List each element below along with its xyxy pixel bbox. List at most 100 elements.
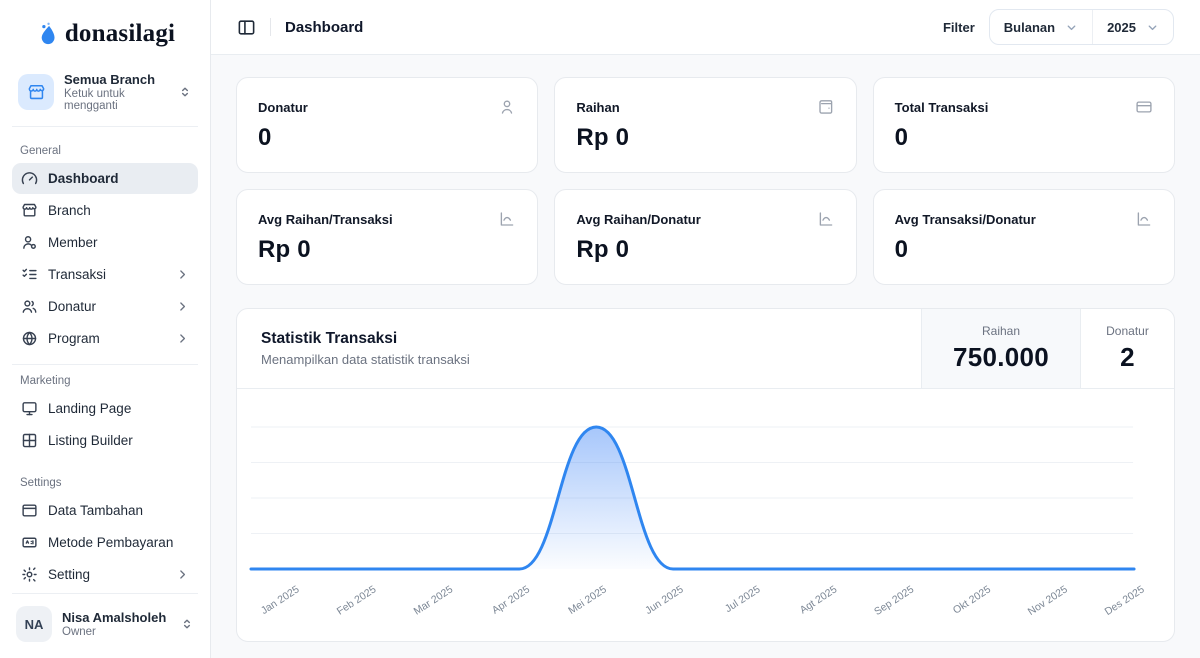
dashboard-content: Donatur 0 Raihan <box>211 55 1200 658</box>
stat-card-total-transaksi: Total Transaksi 0 <box>872 77 1175 173</box>
wallet-icon <box>817 98 835 116</box>
sidebar-item-label: Dashboard <box>48 171 119 186</box>
sidebar-item-landing-page[interactable]: Landing Page <box>12 393 198 424</box>
filter-label: Filter <box>942 19 975 35</box>
list-checks-icon <box>21 266 38 283</box>
store-icon <box>21 202 38 219</box>
nav-divider <box>12 364 198 365</box>
app-window-icon <box>21 502 38 519</box>
x-axis-tick-label: Jul 2025 <box>723 584 762 615</box>
sidebar-toggle-button[interactable] <box>237 18 256 37</box>
sidebar-item-data-tambahan[interactable]: Data Tambahan <box>12 495 198 526</box>
users-icon <box>21 298 38 315</box>
sidebar-item-label: Member <box>48 235 98 250</box>
brand-logo[interactable]: donasilagi <box>0 0 210 62</box>
chart-line-icon <box>1135 210 1153 228</box>
chevrons-up-down-icon <box>180 617 194 631</box>
topbar: Dashboard Filter Bulanan 2025 <box>211 0 1200 55</box>
gauge-icon <box>21 170 38 187</box>
package-icon <box>21 330 38 347</box>
area-chart: Jan 2025 Feb 2025 Mar 2025 Apr 2025 Mei 2025… <box>237 389 1174 641</box>
topbar-divider <box>270 18 271 36</box>
year-select[interactable]: 2025 <box>1092 10 1173 44</box>
x-axis-tick-label: Okt 2025 <box>951 584 993 616</box>
member-user-icon <box>21 234 38 251</box>
tab-donatur[interactable]: Donatur 2 <box>1080 309 1174 388</box>
tab-value: 750.000 <box>952 342 1050 372</box>
stat-card-avg-transaksi-donatur: Avg Transaksi/Donatur 0 <box>872 189 1175 285</box>
tab-raihan[interactable]: Raihan 750.000 <box>921 309 1080 388</box>
stats-grid: Donatur 0 Raihan <box>236 77 1175 285</box>
x-axis-tick-label: Apr 2025 <box>490 584 532 616</box>
x-axis-tick-label: Jun 2025 <box>644 584 686 617</box>
user-name: Nisa Amalsholeh <box>62 610 167 625</box>
statistics-subtitle: Menampilkan data statistik transaksi <box>261 352 470 367</box>
user-menu[interactable]: NA Nisa Amalsholeh Owner <box>12 593 198 658</box>
avatar: NA <box>16 606 52 642</box>
x-axis-tick-label: Des 2025 <box>1103 584 1147 618</box>
area-chart-svg: Jan 2025 Feb 2025 Mar 2025 Apr 2025 Mei 2025… <box>249 425 1147 618</box>
branch-subtitle: Ketuk untuk mengganti <box>64 88 125 112</box>
stat-value: Rp 0 <box>258 236 311 263</box>
brand-name: donasilagi <box>64 20 176 47</box>
page-title: Dashboard <box>285 18 364 36</box>
branch-title: Semua Branch <box>64 72 156 87</box>
credit-card-icon <box>1135 98 1153 116</box>
statistics-card: Statistik Transaksi Menampilkan data sta… <box>236 308 1175 642</box>
stat-card-avg-raihan-donatur: Avg Raihan/Donatur Rp 0 <box>554 189 857 285</box>
year-value: 2025 <box>1107 19 1136 35</box>
droplet-logo-icon <box>35 21 61 47</box>
stat-label: Avg Raihan/Transaksi <box>258 211 393 227</box>
nav-section-marketing: Marketing <box>20 375 71 387</box>
sidebar-item-metode-pembayaran[interactable]: Metode Pembayaran <box>12 527 198 558</box>
stat-card-avg-raihan-transaksi: Avg Raihan/Transaksi Rp 0 <box>236 189 539 285</box>
stat-value: Rp 0 <box>576 236 630 263</box>
nav-divider <box>12 466 198 467</box>
filter-select-group: Bulanan 2025 <box>988 9 1174 45</box>
tab-value: 2 <box>1120 342 1135 372</box>
sidebar-item-label: Metode Pembayaran <box>48 535 174 550</box>
sidebar-item-program[interactable]: Program <box>12 323 198 354</box>
sidebar-item-label: Setting <box>48 567 91 582</box>
nav-section-general: General <box>20 145 61 157</box>
sidebar-item-branch[interactable]: Branch <box>12 195 198 226</box>
user-icon <box>498 98 516 116</box>
sidebar-item-setting[interactable]: Setting <box>12 559 198 590</box>
nav-section-settings: Settings <box>20 477 62 489</box>
sidebar-nav: General Dashboard Branch <box>0 127 210 593</box>
period-value: Bulanan <box>1003 19 1056 35</box>
sidebar-item-donatur[interactable]: Donatur <box>12 291 198 322</box>
x-axis-tick-label: Mar 2025 <box>412 584 455 617</box>
sidebar-item-label: Program <box>48 331 100 346</box>
monitor-icon <box>21 400 38 417</box>
sidebar-item-label: Donatur <box>48 299 97 314</box>
sidebar-item-dashboard[interactable]: Dashboard <box>12 163 198 194</box>
tab-label: Raihan <box>981 324 1021 338</box>
store-badge-icon <box>18 74 54 110</box>
stat-label: Total Transaksi <box>894 99 989 115</box>
stat-label: Avg Raihan/Donatur <box>576 211 701 227</box>
x-axis-tick-label: Sep 2025 <box>873 584 917 618</box>
statistics-header: Statistik Transaksi Menampilkan data sta… <box>237 309 1174 389</box>
branch-switcher[interactable]: Semua Branch Ketuk untuk mengganti <box>12 64 198 127</box>
sidebar-item-listing-builder[interactable]: Listing Builder <box>12 425 198 456</box>
chevron-right-icon <box>176 300 189 313</box>
x-axis-tick-label: Jan 2025 <box>259 584 301 617</box>
x-axis-tick-label: Nov 2025 <box>1026 584 1070 618</box>
user-role: Owner <box>62 626 96 638</box>
sidebar-item-label: Listing Builder <box>48 433 133 448</box>
stat-value: 0 <box>258 124 272 151</box>
stat-card-raihan: Raihan Rp 0 <box>554 77 857 173</box>
chevrons-up-down-icon <box>178 85 192 99</box>
x-axis-tick-label: Agt 2025 <box>798 584 839 616</box>
sidebar-item-label: Landing Page <box>48 401 132 416</box>
sidebar-item-transaksi[interactable]: Transaksi <box>12 259 198 290</box>
sidebar-item-member[interactable]: Member <box>12 227 198 258</box>
period-select[interactable]: Bulanan <box>990 10 1092 44</box>
statistics-title: Statistik Transaksi <box>261 330 398 347</box>
sidebar-item-label: Transaksi <box>48 267 107 282</box>
x-axis-tick-label: Mei 2025 <box>567 584 609 617</box>
stat-value: Rp 0 <box>576 124 630 151</box>
sidebar-item-label: Branch <box>48 203 91 218</box>
x-axis-tick-label: Feb 2025 <box>335 584 378 617</box>
